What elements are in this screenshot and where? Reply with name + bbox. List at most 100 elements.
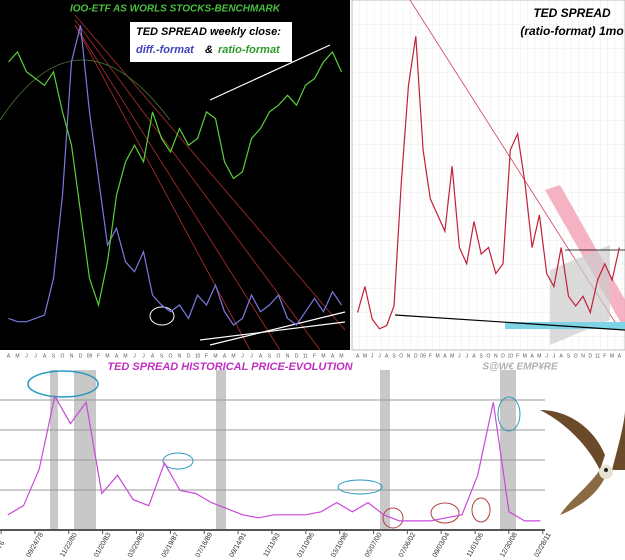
x-tick-label: A xyxy=(618,353,622,359)
x-tick-label: M xyxy=(610,353,614,359)
x-tick-label: J xyxy=(458,353,461,359)
x-tick-label: J xyxy=(545,353,548,359)
x-tick-label: 10 xyxy=(195,353,201,359)
x-tick-label: 02/28/11 xyxy=(533,532,552,559)
x-tick-label: M xyxy=(105,353,109,359)
x-tick-label: 01/10/96 xyxy=(296,532,316,559)
x-tick-label: 11 xyxy=(595,353,600,359)
x-tick-label: 01/20/83 xyxy=(93,532,113,559)
x-tick-label: F xyxy=(313,353,316,359)
x-tick-label: A xyxy=(385,353,389,359)
x-tick-label: 05/07/00 xyxy=(364,532,384,559)
x-tick-label: M xyxy=(436,353,440,359)
chart-title: IOO-ETF AS WORLS STOCKS-BENCHMARK xyxy=(70,4,281,15)
x-tick-label: J xyxy=(142,353,145,359)
data-line xyxy=(7,394,541,522)
x-tick-label: A xyxy=(7,353,11,359)
x-tick-label: 76 xyxy=(0,540,6,550)
x-tick-label: A xyxy=(356,353,360,359)
arc xyxy=(0,59,171,121)
x-tick-label: F xyxy=(429,353,432,359)
x-tick-label: J xyxy=(25,353,28,359)
chart-title: TED SPREAD HISTORICAL PRICE-EVOLUTION xyxy=(107,361,353,373)
x-tick-label: F xyxy=(603,353,606,359)
x-tick-label: A xyxy=(331,353,335,359)
x-tick-label: 05/19/87 xyxy=(161,532,181,559)
x-tick-label: O xyxy=(574,353,578,359)
x-tick-label: 03/20/85 xyxy=(127,532,147,559)
x-tick-label: S xyxy=(480,353,484,359)
x-tick-label: A xyxy=(115,353,119,359)
data-line xyxy=(357,36,620,330)
x-tick-label: 10 xyxy=(508,353,514,359)
x-tick-label: F xyxy=(97,353,100,359)
x-tick-label: M xyxy=(363,353,367,359)
x-tick-label: 09 xyxy=(87,353,93,359)
legend-box xyxy=(130,22,292,62)
x-tick-label: J xyxy=(241,353,244,359)
x-tick-label: M xyxy=(231,353,235,359)
x-tick-label: A xyxy=(259,353,263,359)
eagle-logo xyxy=(540,410,625,515)
x-tick-label: F xyxy=(516,353,519,359)
legend-entry: diff.-format xyxy=(136,44,195,56)
x-tick-label: A xyxy=(530,353,534,359)
chart-subtitle: (ratio-format) 1mo xyxy=(520,24,623,38)
x-tick-label: A xyxy=(223,353,227,359)
support-line xyxy=(394,314,625,331)
x-tick-label: M xyxy=(450,353,454,359)
x-tick-label: M xyxy=(321,353,325,359)
x-tick-label: O xyxy=(277,353,281,359)
x-tick-label: J xyxy=(133,353,136,359)
x-tick-label: M xyxy=(537,353,541,359)
watermark: S@W€ EMP¥RE xyxy=(482,362,558,373)
annotations xyxy=(27,370,521,529)
x-tick-label: D xyxy=(501,353,505,359)
legend-joiner: & xyxy=(205,44,213,56)
x-tick-label: F xyxy=(205,353,208,359)
legend-title: TED SPREAD weekly close: xyxy=(136,26,281,38)
x-tick-label: D xyxy=(79,353,83,359)
x-tick-label: D xyxy=(295,353,299,359)
x-tick-label: 11/22/80 xyxy=(59,532,78,559)
x-tick-label: A xyxy=(443,353,447,359)
x-tick-label: 11/11/93 xyxy=(263,532,282,558)
x-tick-label: D xyxy=(414,353,418,359)
x-tick-label: S xyxy=(160,353,164,359)
x-tick-label: O xyxy=(169,353,173,359)
shaded-periods xyxy=(50,370,516,530)
x-tick-label: 03/10/98 xyxy=(330,532,350,559)
x-tick-label: D xyxy=(588,353,592,359)
x-tick-label: A xyxy=(560,353,564,359)
x-tick-label: J xyxy=(465,353,468,359)
x-tick-label: S xyxy=(52,353,56,359)
x-tick-label: D xyxy=(187,353,191,359)
legend-entry: ratio-format xyxy=(218,44,281,56)
chart-title: TED SPREAD xyxy=(533,6,611,20)
x-tick-label: A xyxy=(472,353,476,359)
x-tick-label: J xyxy=(34,353,37,359)
x-tick-label: M xyxy=(523,353,527,359)
x-tick-label: S xyxy=(392,353,396,359)
x-tick-label: M xyxy=(123,353,127,359)
x-tick-label: S xyxy=(567,353,571,359)
data-line xyxy=(8,25,342,326)
x-tick-label: M xyxy=(339,353,343,359)
x-tick-label: N xyxy=(70,353,74,359)
x-tick-label: 09/24/78 xyxy=(25,532,45,559)
x-tick-label: M xyxy=(213,353,217,359)
x-tick-label: N xyxy=(178,353,182,359)
x-tick-label: N xyxy=(494,353,498,359)
x-tick-label: O xyxy=(487,353,491,359)
x-tick-label: A xyxy=(151,353,155,359)
x-tick-label: 11/01/06 xyxy=(466,532,485,559)
x-tick-label: S xyxy=(268,353,272,359)
x-tick-label: 09/03/04 xyxy=(432,532,452,559)
x-tick-label: N xyxy=(581,353,585,359)
x-tick-label: J xyxy=(553,353,556,359)
x-tick-label: N xyxy=(286,353,290,359)
x-tick-label: 11 xyxy=(303,353,308,359)
x-tick-label: N xyxy=(407,353,411,359)
x-tick-label: 12/30/08 xyxy=(499,532,519,559)
